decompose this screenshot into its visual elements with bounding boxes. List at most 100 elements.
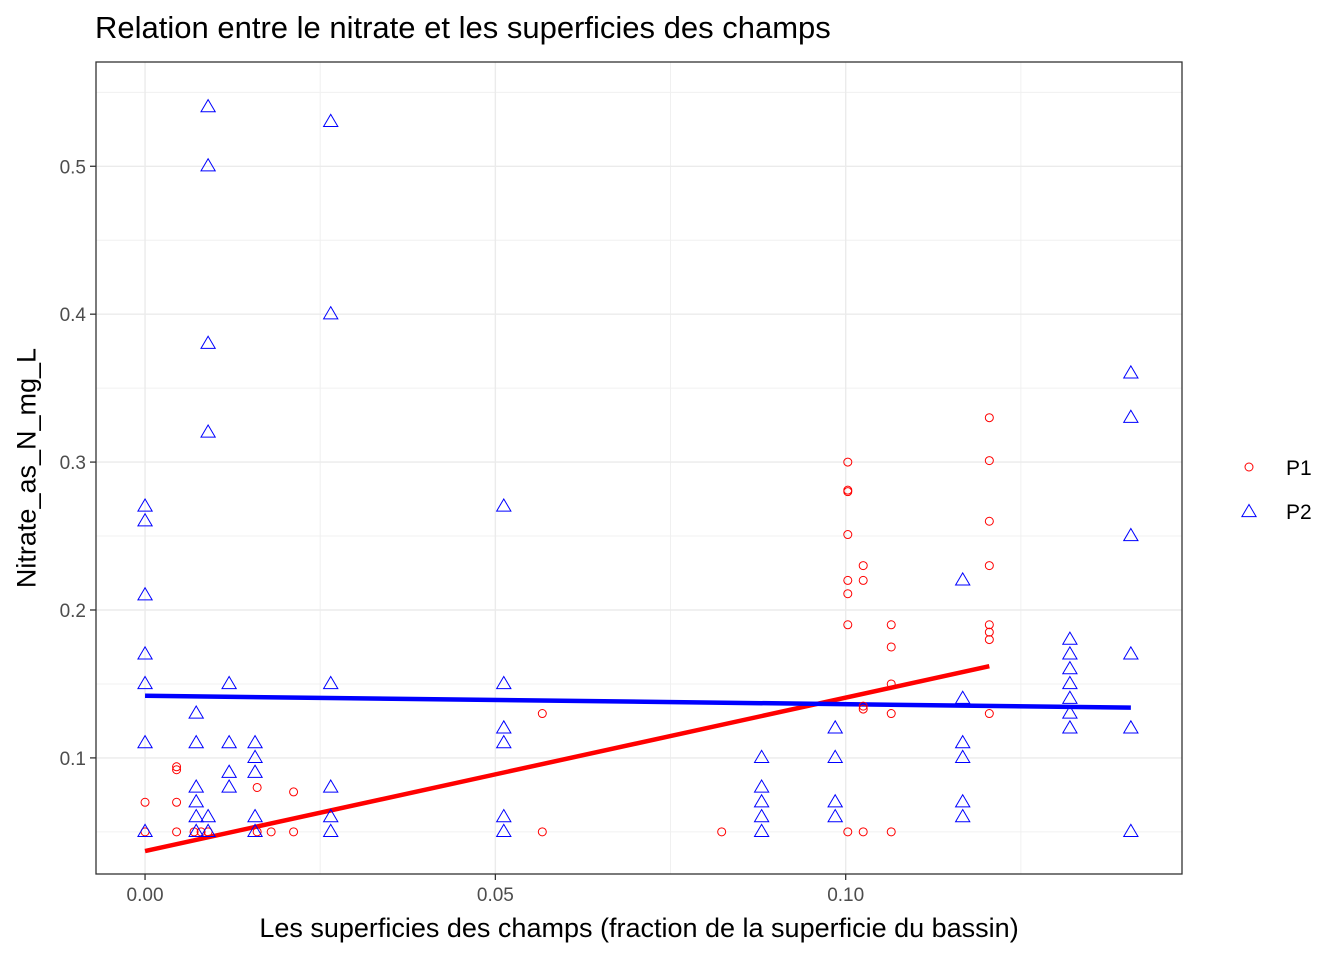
- data-point-p1: [172, 762, 182, 772]
- data-point-p2: [322, 305, 339, 320]
- data-point-p2: [137, 675, 154, 690]
- data-point-p2: [247, 764, 264, 778]
- data-point-p1: [886, 642, 896, 652]
- data-point-p2: [495, 734, 512, 749]
- data-point-p1: [843, 827, 853, 837]
- data-point-p2: [1061, 631, 1078, 645]
- data-point-p2: [188, 793, 205, 808]
- data-point-p2: [954, 571, 971, 586]
- data-point-p2: [1122, 823, 1139, 837]
- data-point-p2: [221, 734, 238, 749]
- legend-label-p1: P1: [1286, 457, 1312, 480]
- data-points: [137, 98, 1139, 837]
- data-point-p1: [886, 620, 896, 630]
- data-point-p2: [137, 734, 154, 749]
- data-point-p2: [322, 808, 339, 823]
- y-tick-label: 0.3: [60, 453, 86, 474]
- data-point-p1: [858, 704, 868, 714]
- data-point-p2: [188, 808, 205, 823]
- data-point-p1: [843, 457, 853, 467]
- data-point-p2: [1061, 645, 1078, 660]
- data-point-p2: [188, 778, 205, 793]
- data-point-p2: [827, 808, 844, 823]
- data-point-p2: [495, 808, 512, 823]
- data-point-p1: [140, 797, 150, 807]
- trend-line-p2: [145, 693, 1131, 710]
- data-point-p2: [200, 424, 217, 438]
- data-point-p2: [322, 778, 339, 793]
- data-point-p2: [954, 690, 971, 704]
- data-point-p2: [753, 823, 770, 837]
- data-point-p2: [247, 749, 264, 764]
- data-point-p1: [843, 575, 853, 585]
- data-point-p2: [188, 705, 205, 719]
- data-point-p2: [200, 808, 217, 823]
- data-point-p2: [322, 113, 339, 128]
- data-point-p1: [858, 701, 868, 711]
- data-point-p2: [200, 98, 217, 113]
- data-point-p2: [1061, 660, 1078, 675]
- data-point-p2: [137, 497, 154, 512]
- data-point-p1: [858, 575, 868, 585]
- data-point-p2: [753, 778, 770, 793]
- data-point-p1: [984, 456, 994, 466]
- data-point-p2: [954, 808, 971, 823]
- data-point-p1: [858, 561, 868, 571]
- data-point-p2: [827, 749, 844, 764]
- data-point-p1: [843, 620, 853, 630]
- data-point-p1: [984, 516, 994, 526]
- data-point-p1: [984, 635, 994, 645]
- data-point-p1: [843, 589, 853, 599]
- data-point-p2: [137, 512, 154, 527]
- data-point-p2: [247, 808, 264, 823]
- legend-label-p2: P2: [1286, 501, 1312, 524]
- data-point-p2: [495, 823, 512, 837]
- data-point-p2: [495, 675, 512, 690]
- x-tick-label: 0.00: [127, 885, 164, 906]
- data-point-p2: [1061, 675, 1078, 690]
- y-axis-ticks: 0.1 0.2 0.3 0.4 0.5: [60, 157, 96, 770]
- y-tick-label: 0.5: [60, 157, 86, 178]
- data-point-p2: [137, 645, 154, 660]
- data-point-p2: [495, 719, 512, 734]
- major-gridlines: [96, 62, 1182, 874]
- data-point-p1: [984, 627, 994, 637]
- data-point-p2: [188, 734, 205, 749]
- data-point-p1: [289, 827, 299, 837]
- y-tick-label: 0.1: [60, 749, 86, 770]
- y-tick-label: 0.4: [60, 305, 87, 326]
- x-axis-ticks: 0.00 0.05 0.10: [127, 874, 864, 906]
- data-point-p2: [221, 675, 238, 690]
- minor-gridlines: [96, 62, 1182, 874]
- trend-lines: [144, 663, 1131, 854]
- trend-line-p1: [144, 663, 990, 854]
- data-point-p2: [1122, 527, 1139, 542]
- y-axis-label: Nitrate_as_N_mg_L: [11, 347, 42, 589]
- plot-panel-border: [95, 61, 1183, 875]
- data-point-p1: [984, 709, 994, 719]
- legend: P1 P2: [1241, 457, 1312, 524]
- data-point-p2: [1122, 364, 1139, 379]
- data-point-p2: [322, 675, 339, 690]
- data-point-p2: [247, 823, 264, 837]
- data-point-p1: [886, 709, 896, 719]
- data-point-p1: [252, 782, 262, 792]
- data-point-p2: [753, 808, 770, 823]
- data-point-p1: [289, 787, 299, 797]
- data-point-p1: [984, 561, 994, 571]
- x-axis-label: Les superficies des champs (fraction de …: [259, 913, 1019, 943]
- data-point-p1: [537, 827, 547, 837]
- data-point-p1: [843, 487, 853, 497]
- chart-title: Relation entre le nitrate et les superfi…: [95, 10, 831, 45]
- data-point-p2: [1061, 719, 1078, 734]
- x-tick-label: 0.05: [477, 885, 514, 906]
- legend-key-p2: [1241, 503, 1258, 518]
- data-point-p2: [827, 793, 844, 808]
- data-point-p2: [495, 497, 512, 512]
- data-point-p2: [954, 793, 971, 808]
- data-point-p1: [858, 827, 868, 837]
- data-point-p2: [221, 764, 238, 778]
- data-point-p1: [266, 827, 276, 837]
- data-point-p2: [827, 719, 844, 734]
